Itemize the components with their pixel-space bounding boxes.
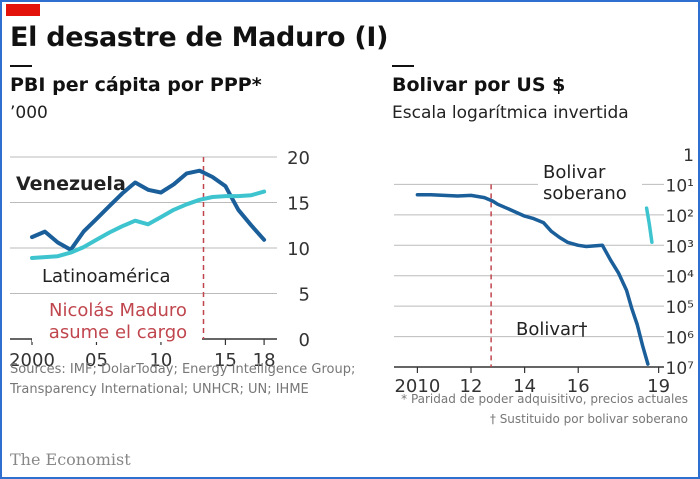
left-x-tick-label: 10 bbox=[149, 350, 172, 371]
left-x-tick-label: 18 bbox=[253, 350, 276, 371]
right-y-tick-label: 10³ bbox=[666, 237, 694, 257]
left-y-tick-label: 20 bbox=[287, 148, 310, 169]
footnote-bolivar: † Sustituido por bolivar soberano bbox=[489, 412, 688, 426]
bolivar-line bbox=[415, 193, 650, 366]
right-y-tick-label: 10⁷ bbox=[666, 359, 695, 379]
latinoamerica-line bbox=[30, 189, 267, 260]
right-y-tick-label: 10⁴ bbox=[666, 268, 695, 288]
left-chart-unit: ’000 bbox=[10, 103, 48, 123]
right-y-tick-label: 10⁵ bbox=[666, 298, 694, 318]
bolivar-soberano-line bbox=[644, 206, 654, 245]
right-title-rule bbox=[392, 65, 414, 67]
right-y-tick-label: 10¹ bbox=[666, 176, 694, 196]
left-y-tick-label: 10 bbox=[287, 239, 310, 260]
maduro-annotation-line1: Nicolás Maduro bbox=[49, 300, 187, 321]
right-y-tick-label: 10⁶ bbox=[666, 329, 695, 349]
right-y-tick-label: 10² bbox=[666, 207, 694, 227]
left-title-rule bbox=[10, 65, 32, 67]
sources-note: Sources: IMF; DolarToday; Energy Intelli… bbox=[10, 362, 356, 397]
economist-logo: The Economist bbox=[10, 450, 131, 469]
right-x-tick-label: 19 bbox=[647, 376, 670, 397]
bolivar-series-label: Bolivar† bbox=[516, 319, 587, 340]
main-title: El desastre de Maduro (I) bbox=[10, 22, 389, 53]
bolivar-soberano-label-line2: soberano bbox=[543, 183, 627, 204]
right-y-tick-label: 1 bbox=[683, 146, 694, 166]
right-x-tick-label: 16 bbox=[567, 376, 590, 397]
left-x-tick-label: 2000 bbox=[9, 350, 55, 371]
venezuela-series-label: Venezuela bbox=[16, 173, 126, 195]
bolivar-soberano-label-line1: Bolivar bbox=[543, 162, 606, 183]
maduro-label-bg bbox=[32, 298, 202, 342]
right-x-tick-label: 14 bbox=[513, 376, 536, 397]
latinoamerica-series-label: Latinoamérica bbox=[42, 266, 171, 287]
left-y-tick-label: 5 bbox=[299, 285, 310, 306]
right-x-tick-label: 2010 bbox=[394, 376, 440, 397]
left-x-tick-label: 15 bbox=[214, 350, 237, 371]
brand-accent-bar bbox=[6, 4, 40, 16]
right-chart-subtitle: Escala logarítmica invertida bbox=[392, 103, 629, 123]
right-x-tick-label: 12 bbox=[460, 376, 483, 397]
bolivar-soberano-label-bg bbox=[538, 158, 642, 202]
left-chart-title: PBI per cápita por PPP* bbox=[10, 74, 262, 96]
maduro-annotation-line2: asume el cargo bbox=[49, 322, 187, 343]
venezuela-line bbox=[30, 168, 267, 252]
footnote-ppp: * Paridad de poder adquisitivo, precios … bbox=[401, 392, 688, 406]
right-chart-title: Bolivar por US $ bbox=[392, 74, 566, 96]
left-y-tick-label: 0 bbox=[299, 330, 310, 351]
left-x-tick-label: 05 bbox=[85, 350, 108, 371]
left-y-tick-label: 15 bbox=[287, 194, 310, 215]
